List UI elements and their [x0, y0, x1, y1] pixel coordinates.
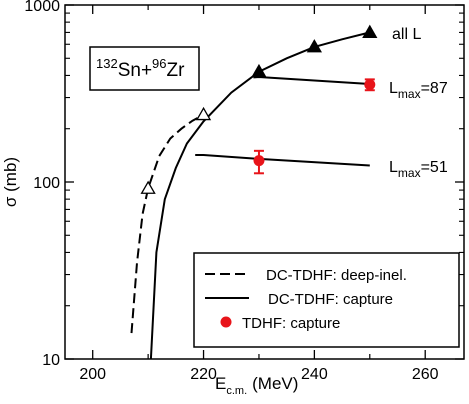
reaction-label: 132Sn+96Zr: [96, 56, 185, 81]
legend-label-capture: DC-TDHF: capture: [268, 291, 393, 308]
filled-triangle-marker: [306, 39, 322, 53]
open-triangle-marker: [140, 180, 156, 194]
x-tick-label: 220: [190, 366, 217, 383]
label-lmax-87: Lmax=87: [389, 80, 448, 101]
filled-triangle-marker: [251, 63, 267, 78]
filled-triangle-marker: [362, 24, 378, 38]
legend: DC-TDHF: deep-inel. DC-TDHF: capture TDH…: [193, 252, 460, 348]
data-layer: [130, 24, 378, 360]
y-tick-label: 10: [42, 352, 60, 369]
deep-inelastic-curve: [130, 113, 204, 334]
x-tick-label: 260: [412, 366, 439, 383]
legend-label-tdhf: TDHF: capture: [242, 315, 340, 332]
label-all-l: all L: [392, 26, 421, 43]
label-lmax-51: Lmax=51: [389, 159, 448, 180]
axis-ticks: 200 220 240 260 10 100 1000: [24, 0, 464, 383]
x-tick-label: 240: [301, 366, 328, 383]
capture-curve-all-l: [149, 31, 371, 360]
x-tick-label: 200: [79, 366, 106, 383]
capture-curve-lmax-87: [253, 75, 370, 85]
curve-labels: all L Lmax=87 Lmax=51: [389, 26, 448, 180]
tdhf-capture-point: [364, 79, 376, 91]
legend-marker-swatch: [220, 316, 232, 328]
capture-curve-lmax-51: [195, 154, 370, 167]
y-axis-label: σ (mb): [1, 157, 20, 207]
reaction-label-box: 132Sn+96Zr: [89, 46, 200, 91]
open-triangle-marker: [195, 106, 212, 121]
y-tick-label: 1000: [24, 0, 60, 15]
tdhf-capture-point: [253, 155, 265, 167]
legend-label-deep-inel: DC-TDHF: deep-inel.: [266, 267, 407, 284]
x-axis-label: Ec.m. (MeV): [215, 374, 298, 397]
y-tick-label: 100: [33, 175, 60, 192]
